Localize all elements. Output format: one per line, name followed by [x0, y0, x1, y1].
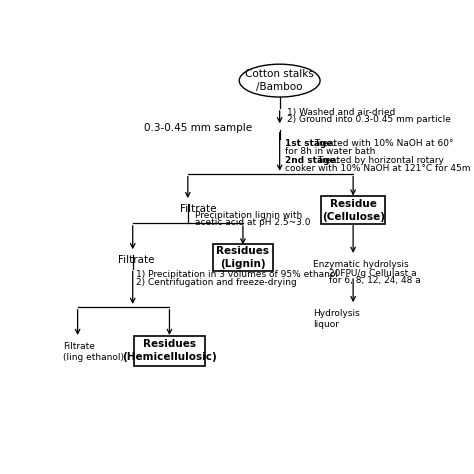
Text: 2nd stage:: 2nd stage: — [285, 156, 339, 165]
Text: Residues
(Hemicellulosic): Residues (Hemicellulosic) — [122, 339, 217, 362]
Text: 2) Ground into 0.3-0.45 mm particle: 2) Ground into 0.3-0.45 mm particle — [287, 115, 451, 124]
Text: Filtrate: Filtrate — [181, 204, 217, 214]
Text: Hydrolysis
liquor: Hydrolysis liquor — [313, 309, 359, 329]
Text: Enzymatic hydrolysis: Enzymatic hydrolysis — [313, 260, 408, 269]
Text: for 6, 8, 12, 24, 48 a: for 6, 8, 12, 24, 48 a — [329, 276, 421, 285]
Text: 1st stage:: 1st stage: — [285, 139, 336, 148]
Text: 1) Washed and air-dried: 1) Washed and air-dried — [287, 108, 395, 117]
Text: Treated with 10% NaOH at 60°: Treated with 10% NaOH at 60° — [311, 139, 453, 148]
Text: acetic acid at pH 2.5~3.0: acetic acid at pH 2.5~3.0 — [195, 218, 310, 227]
Text: Precipitation lignin with: Precipitation lignin with — [195, 211, 302, 220]
Text: 0.3-0.45 mm sample: 0.3-0.45 mm sample — [144, 123, 252, 133]
Text: Residue
(Cellulose): Residue (Cellulose) — [322, 199, 384, 222]
Text: Residues
(Lignin): Residues (Lignin) — [217, 246, 269, 269]
Text: Filtrate
(ling ethanol): Filtrate (ling ethanol) — [63, 342, 124, 362]
Text: Treated by horizontal rotary: Treated by horizontal rotary — [315, 156, 444, 165]
Text: Cotton stalks
/Bamboo: Cotton stalks /Bamboo — [245, 69, 314, 92]
Text: Filtrate: Filtrate — [118, 255, 155, 264]
Text: 20FPU/g Cellulast a: 20FPU/g Cellulast a — [329, 269, 417, 278]
Text: 2) Centrifugation and freeze-drying: 2) Centrifugation and freeze-drying — [137, 278, 297, 287]
Text: cooker with 10% NaOH at 121°C for 45m: cooker with 10% NaOH at 121°C for 45m — [285, 164, 471, 173]
Text: for 8h in water bath: for 8h in water bath — [285, 147, 375, 156]
Text: 1) Precipitation in 3 volumes of 95% ethanol: 1) Precipitation in 3 volumes of 95% eth… — [137, 270, 338, 279]
